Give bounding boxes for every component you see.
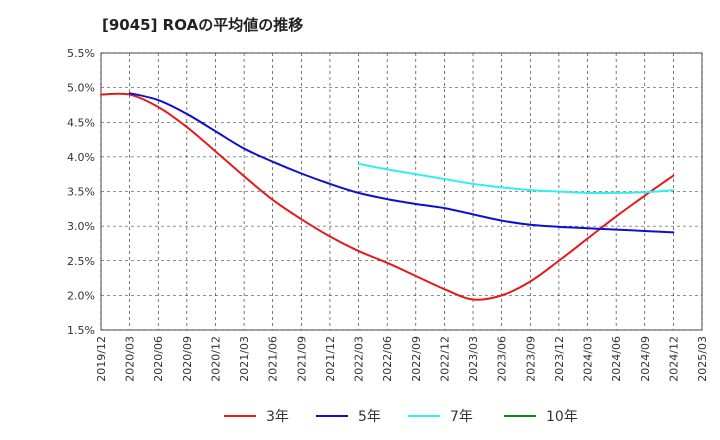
x-tick-label: 2024/03 xyxy=(582,336,595,382)
x-tick-label: 2020/06 xyxy=(152,336,165,382)
legend-item-0: 3年 xyxy=(224,402,289,430)
series-line-1 xyxy=(128,92,675,234)
legend-swatch xyxy=(316,415,348,417)
x-tick-label: 2024/06 xyxy=(610,336,623,382)
legend-label: 5年 xyxy=(358,409,381,425)
x-tick-label: 2025/03 xyxy=(696,336,709,382)
x-tick-label: 2022/03 xyxy=(353,336,366,382)
legend-label: 3年 xyxy=(266,409,289,425)
x-tick-label: 2023/12 xyxy=(553,336,566,382)
y-tick-label: 2.0% xyxy=(67,289,95,302)
y-tick-label: 1.5% xyxy=(67,324,95,337)
y-tick-label: 4.0% xyxy=(67,151,95,164)
y-tick-label: 2.5% xyxy=(67,255,95,268)
y-tick-label: 5.5% xyxy=(67,47,95,60)
legend-item-2: 7年 xyxy=(408,402,473,430)
y-tick-label: 3.5% xyxy=(67,186,95,199)
x-tick-label: 2023/03 xyxy=(467,336,480,382)
x-tick-label: 2022/09 xyxy=(410,336,423,382)
plot-frame xyxy=(100,52,703,331)
x-tick-label: 2022/12 xyxy=(438,336,451,382)
legend-item-3: 10年 xyxy=(504,402,578,430)
x-tick-label: 2019/12 xyxy=(95,336,108,382)
legend-swatch xyxy=(408,415,440,417)
legend-label: 7年 xyxy=(450,409,473,425)
series-line-2 xyxy=(357,162,675,195)
x-tick-label: 2023/09 xyxy=(524,336,537,382)
chart-plot: 5.5% 5.0% 4.5% 4.0% 3.5% 3.0% 2.5% 2.0% 1.5%2019… xyxy=(67,47,709,382)
y-tick-label: 5.0% xyxy=(67,82,95,95)
x-tick-label: 2023/06 xyxy=(496,336,509,382)
x-tick-label: 2021/12 xyxy=(324,336,337,382)
y-tick-label: 3.0% xyxy=(67,220,95,233)
x-tick-label: 2021/06 xyxy=(267,336,280,382)
legend-swatch xyxy=(504,415,536,417)
legend-item-1: 5年 xyxy=(316,402,381,430)
x-tick-label: 2022/06 xyxy=(381,336,394,382)
y-tick-label: 4.5% xyxy=(67,116,95,129)
legend-swatch xyxy=(224,415,256,417)
x-tick-label: 2024/09 xyxy=(639,336,652,382)
legend-label: 10年 xyxy=(546,409,578,425)
series-line-0 xyxy=(100,92,675,301)
x-tick-label: 2021/09 xyxy=(295,336,308,382)
x-tick-label: 2020/12 xyxy=(209,336,222,382)
x-tick-label: 2021/03 xyxy=(238,336,251,382)
x-tick-label: 2024/12 xyxy=(667,336,680,382)
chart-legend: 3年 5年 7年 10年 xyxy=(0,402,720,430)
x-tick-label: 2020/03 xyxy=(124,336,137,382)
chart-title: [9045] ROAの平均値の推移 xyxy=(102,16,304,34)
x-tick-label: 2020/09 xyxy=(181,336,194,382)
